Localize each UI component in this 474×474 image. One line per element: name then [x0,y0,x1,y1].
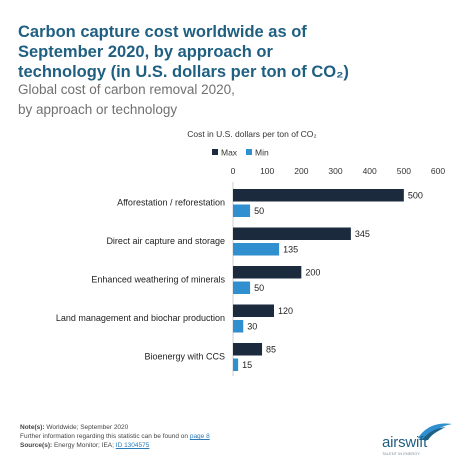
further-link[interactable]: page 8 [189,433,210,440]
bar [233,358,239,371]
footer-source: Source(s): Energy Monitor; IEA; ID 13045… [20,441,210,450]
chart-title: Cost in U.S. dollars per ton of CO₂ [187,129,316,139]
x-tick-label: 100 [260,166,274,176]
data-label: 135 [283,245,298,255]
note-label: Note(s): [20,424,45,431]
bar [233,189,404,202]
data-label: 85 [266,345,276,355]
bar [233,227,351,240]
airswift-logo: airswift TALENT IN ENERGY [382,420,462,464]
category-label: Direct air capture and storage [106,236,225,246]
bar [233,320,244,333]
data-label: 500 [408,191,423,201]
swift-bird-icon [418,423,452,441]
title-line: Carbon capture cost worldwide as of [18,23,307,41]
legend-label: Min [255,148,269,158]
source-text: Energy Monitor; IEA; [53,442,114,449]
x-tick-label: 600 [431,166,445,176]
bar [233,343,263,356]
logo-wordmark: airswift [382,434,428,451]
x-tick-label: 400 [363,166,377,176]
data-label: 50 [254,283,264,293]
category-label: Land management and biochar production [56,313,225,323]
data-label: 15 [242,360,252,370]
data-label: 345 [355,229,370,239]
title-line: September 2020, by approach or [18,43,273,61]
subtitle-line: Global cost of carbon removal 2020, [18,82,235,97]
category-label: Bioenergy with CCS [144,352,225,362]
bar [233,243,280,256]
footer: Note(s): Worldwide; September 2020 Furth… [20,423,210,450]
source-link[interactable]: ID 1304575 [115,442,150,449]
data-label: 50 [254,206,264,216]
x-tick-label: 200 [294,166,308,176]
x-tick-label: 500 [397,166,411,176]
further-text: Further information regarding this stati… [20,433,189,440]
category-label: Enhanced weathering of minerals [91,275,225,285]
subtitle-line: by approach or technology [18,102,178,117]
x-tick-label: 300 [328,166,342,176]
legend-swatch [246,149,252,155]
legend-swatch [212,149,218,155]
source-label: Source(s): [20,442,53,449]
note-text: Worldwide; September 2020 [46,424,129,431]
data-label: 200 [305,268,320,278]
footer-further: Further information regarding this stati… [20,432,210,441]
title-line: technology (in U.S. dollars per ton of C… [18,63,349,81]
data-label: 30 [247,322,257,332]
legend-label: Max [221,148,238,158]
page-title: Carbon capture cost worldwide as of Sept… [18,22,458,82]
logo-tagline: TALENT IN ENERGY [382,451,421,456]
category-label: Afforestation / reforestation [117,198,225,208]
bar [233,204,251,217]
footer-note: Note(s): Worldwide; September 2020 [20,423,210,432]
x-tick-label: 0 [231,166,236,176]
data-label: 120 [278,306,293,316]
bar [233,281,251,294]
bar [233,266,302,279]
bar [233,304,274,317]
page-subtitle: Global cost of carbon removal 2020, by a… [18,80,458,120]
